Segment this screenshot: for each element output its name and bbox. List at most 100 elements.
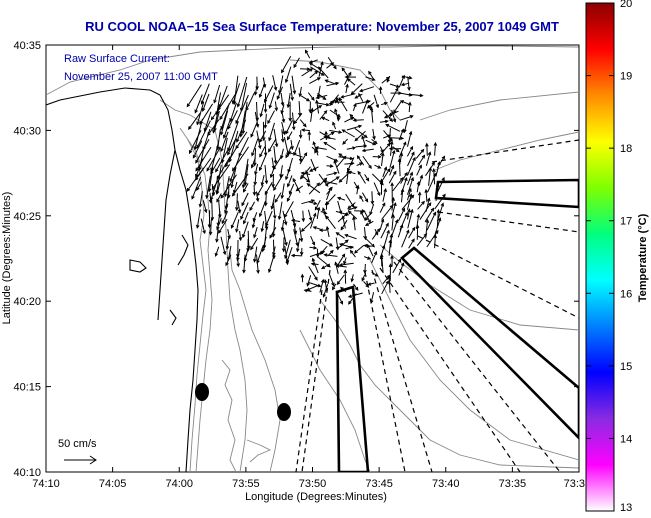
current-vector [299, 86, 302, 97]
current-vector-head [411, 226, 416, 231]
current-vector-head [329, 164, 334, 168]
current-vector-head [253, 91, 258, 96]
current-vector [211, 94, 230, 120]
current-vector [220, 103, 230, 130]
current-vector [401, 189, 404, 203]
current-vector-head [322, 207, 326, 212]
current-vector [316, 207, 320, 219]
current-vector [301, 221, 313, 232]
current-vector [326, 82, 339, 87]
current-vector-head [330, 62, 335, 66]
current-vector-head [411, 151, 415, 156]
current-vector [217, 211, 221, 226]
current-vector [272, 219, 276, 237]
current-vector [299, 119, 307, 127]
current-vector-head [395, 87, 399, 92]
current-vector-head [335, 176, 340, 180]
current-vector [254, 83, 258, 95]
current-vector-head [354, 137, 359, 142]
current-vector [406, 146, 413, 157]
current-vector [259, 83, 265, 98]
current-vector-head [377, 165, 382, 169]
current-vector-head [285, 176, 289, 181]
current-vector [218, 218, 228, 234]
current-vector-head [323, 141, 328, 146]
current-vector-head [371, 77, 376, 81]
current-vector-head [195, 159, 199, 164]
current-vector [274, 101, 278, 111]
current-vector-head [269, 174, 274, 179]
current-vector-head [285, 261, 289, 266]
coastline [46, 87, 199, 472]
current-vector-head [286, 183, 291, 188]
current-vector-head [253, 162, 257, 167]
current-vector [370, 107, 374, 123]
current-vector [196, 101, 205, 125]
current-vector-head [279, 174, 283, 179]
current-vector-head [210, 170, 214, 175]
current-vector-head [231, 100, 236, 105]
current-vector-head [208, 231, 213, 236]
current-vector [227, 138, 237, 155]
current-vector [201, 83, 210, 104]
coast-line [157, 149, 176, 321]
current-vector-head [354, 95, 359, 99]
current-vector [251, 157, 256, 168]
colorbar-tick-label: 16 [620, 288, 632, 300]
current-vector-head [400, 188, 405, 193]
current-vector-head [210, 116, 215, 121]
current-vector [339, 243, 354, 249]
current-vector [392, 259, 402, 274]
current-vector-head [281, 118, 286, 124]
current-vector-head [253, 181, 258, 186]
current-vector-head [326, 263, 331, 268]
current-vector [345, 84, 348, 94]
current-vector-head [300, 228, 305, 232]
current-vector-head [315, 99, 319, 104]
current-vector-head [208, 199, 213, 204]
current-vector [216, 218, 222, 230]
current-vector [278, 201, 283, 220]
current-vector-head [202, 230, 206, 235]
current-vector [434, 142, 436, 156]
current-vector [244, 164, 249, 186]
coast-line [177, 234, 189, 266]
current-vector [217, 85, 228, 111]
current-vector [250, 121, 258, 137]
current-vector [196, 181, 202, 191]
current-vector [272, 75, 277, 91]
current-vector-head [251, 224, 256, 229]
current-vector [254, 174, 257, 185]
current-vector [398, 129, 404, 141]
current-vector [296, 185, 304, 192]
current-vector [254, 148, 257, 166]
current-vector-head [186, 187, 191, 192]
current-vector-head [433, 172, 437, 177]
current-vector-head [368, 165, 372, 170]
current-vector-head [404, 171, 408, 176]
current-vector-head [363, 243, 368, 248]
current-vector-head [246, 248, 250, 253]
current-vector-head [196, 186, 200, 191]
current-vector [264, 165, 268, 184]
current-vector [391, 197, 394, 211]
current-vector [336, 155, 347, 168]
current-vector [308, 266, 318, 281]
current-vector [317, 102, 329, 106]
current-vector-head [421, 154, 426, 159]
current-vector [314, 199, 321, 210]
current-vector-head [406, 229, 410, 234]
current-vector-head [320, 116, 326, 121]
southeast-sector-polygon [400, 246, 579, 440]
current-vector [321, 263, 331, 269]
current-vector [285, 120, 293, 134]
current-vector-head [293, 64, 297, 69]
current-vector-head [316, 206, 321, 211]
colorbar-ticks: 20 19 18 17 16 15 14 13 [586, 0, 632, 514]
current-vector [253, 212, 258, 222]
current-vector [243, 183, 249, 193]
current-vector-head [303, 152, 308, 157]
current-vector [338, 97, 348, 112]
current-vector [299, 152, 308, 165]
